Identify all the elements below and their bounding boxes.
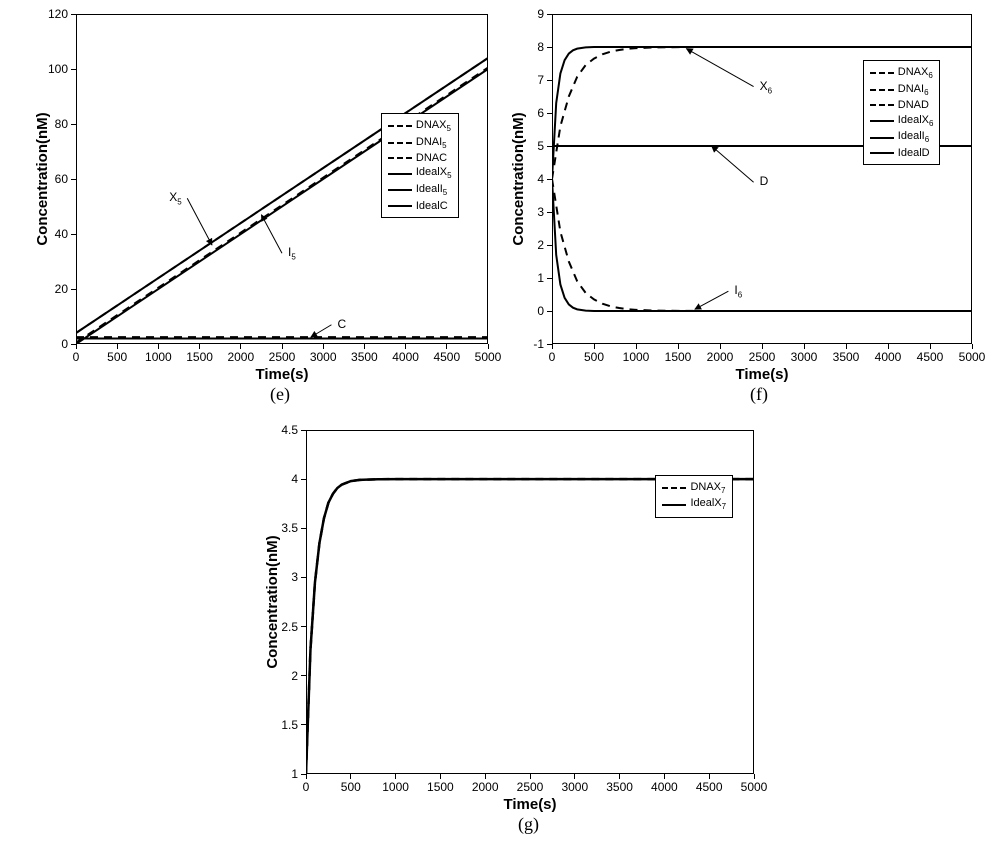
legend-swatch xyxy=(870,120,894,122)
legend-item: DNAX7 xyxy=(662,480,726,497)
legend-label: IdealD xyxy=(898,146,930,160)
panel-f: 0500100015002000250030003500400045005000… xyxy=(502,4,986,384)
panel-g: 0500100015002000250030003500400045005000… xyxy=(244,420,764,820)
legend-label: DNAX5 xyxy=(416,118,451,135)
legend: DNAX5DNAI5DNACIdealX5IdealI5IdealC xyxy=(381,113,459,218)
legend-swatch xyxy=(870,152,894,154)
series-IdealI6 xyxy=(552,179,972,311)
figure-grid: 0500100015002000250030003500400045005000… xyxy=(0,0,1000,847)
legend-item: DNAC xyxy=(388,151,452,165)
legend-swatch xyxy=(388,173,412,175)
legend-swatch xyxy=(388,189,412,191)
legend-label: DNAD xyxy=(898,98,929,112)
panel-e: 0500100015002000250030003500400045005000… xyxy=(14,4,498,384)
annotation-arrow xyxy=(686,49,753,87)
legend-item: IdealX6 xyxy=(870,113,934,130)
legend-swatch xyxy=(870,89,894,91)
legend-swatch xyxy=(388,142,412,144)
legend-item: DNAX6 xyxy=(870,65,934,82)
legend-label: IdealI6 xyxy=(898,129,929,146)
legend-swatch xyxy=(662,487,686,489)
legend-label: IdealX5 xyxy=(416,165,452,182)
panel-tag: (e) xyxy=(270,384,290,405)
legend-label: IdealX6 xyxy=(898,113,934,130)
annotation-arrow xyxy=(311,325,332,337)
legend-item: IdealI5 xyxy=(388,182,452,199)
legend-label: DNAX6 xyxy=(898,65,933,82)
legend: DNAX7IdealX7 xyxy=(655,475,733,518)
series-DNAX7 xyxy=(306,479,754,774)
legend-label: IdealI5 xyxy=(416,182,447,199)
legend-item: DNAI6 xyxy=(870,82,934,99)
legend-item: DNAD xyxy=(870,98,934,112)
legend-swatch xyxy=(870,137,894,139)
legend-label: DNAC xyxy=(416,151,447,165)
legend-item: IdealC xyxy=(388,199,452,213)
legend-swatch xyxy=(388,125,412,127)
legend-item: IdealX5 xyxy=(388,165,452,182)
legend-label: DNAI6 xyxy=(898,82,929,99)
legend: DNAX6DNAI6DNADIdealX6IdealI6IdealD xyxy=(863,60,941,165)
legend-swatch xyxy=(870,72,894,74)
legend-item: IdealI6 xyxy=(870,129,934,146)
annotation-arrow xyxy=(695,291,729,309)
legend-item: DNAI5 xyxy=(388,135,452,152)
annotation-arrow xyxy=(261,215,282,254)
legend-item: IdealX7 xyxy=(662,496,726,513)
legend-label: IdealC xyxy=(416,199,448,213)
panel-tag: (g) xyxy=(518,814,539,835)
annotation-arrow xyxy=(187,198,212,245)
panel-tag: (f) xyxy=(750,384,768,405)
series-IdealX7 xyxy=(306,479,754,774)
legend-swatch xyxy=(870,104,894,106)
annotation-arrow xyxy=(712,146,754,182)
legend-swatch xyxy=(388,157,412,159)
legend-swatch xyxy=(662,504,686,506)
legend-label: DNAX7 xyxy=(690,480,725,497)
legend-label: DNAI5 xyxy=(416,135,447,152)
legend-swatch xyxy=(388,205,412,207)
legend-label: IdealX7 xyxy=(690,496,726,513)
series-DNAI6 xyxy=(552,179,972,311)
legend-item: DNAX5 xyxy=(388,118,452,135)
legend-item: IdealD xyxy=(870,146,934,160)
